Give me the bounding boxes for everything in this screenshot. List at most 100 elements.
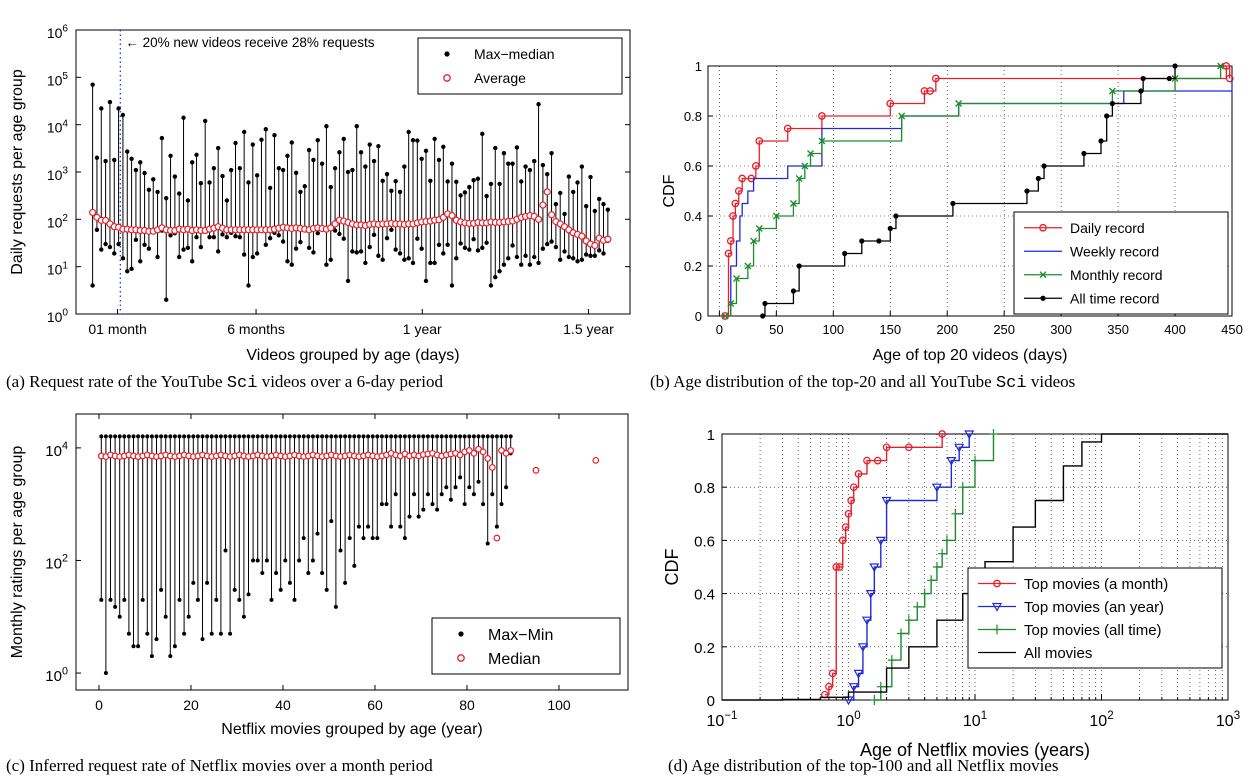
max-point-c bbox=[172, 434, 177, 439]
max-point-a bbox=[592, 208, 598, 214]
max-point-a bbox=[211, 166, 217, 171]
min-point-a bbox=[142, 242, 147, 247]
y-tick-label-b: 0.4 bbox=[684, 209, 702, 224]
max-point-a bbox=[263, 127, 269, 132]
max-point-a bbox=[129, 156, 134, 162]
min-point-a bbox=[471, 237, 476, 242]
max-point-c bbox=[499, 434, 504, 439]
max-point-a bbox=[125, 149, 130, 154]
legend-b-swatch-marker bbox=[1040, 295, 1046, 301]
max-point-a bbox=[454, 179, 459, 185]
min-point-c bbox=[136, 644, 141, 649]
chart-c: 0 20 40 60 80 100 100 102 104 Netflix movies grou… bbox=[9, 413, 629, 738]
min-point-c bbox=[453, 485, 458, 490]
min-point-a bbox=[402, 257, 407, 262]
min-point-c bbox=[421, 507, 426, 512]
min-point-a bbox=[384, 235, 390, 241]
legend-d-swatch-marker bbox=[991, 602, 1003, 612]
max-point-c bbox=[453, 434, 458, 439]
min-point-c bbox=[177, 597, 182, 602]
max-point-a bbox=[220, 173, 225, 179]
min-point-a bbox=[324, 262, 329, 267]
min-point-a bbox=[441, 251, 446, 256]
min-point-a bbox=[298, 239, 303, 245]
plot-area-d bbox=[721, 433, 1229, 701]
y-tick-label-a: 101 bbox=[47, 260, 69, 277]
x-tick-label-b: 450 bbox=[1221, 322, 1243, 337]
max-point-a bbox=[519, 179, 524, 184]
min-point-a bbox=[397, 251, 403, 256]
series-marker-d bbox=[875, 536, 886, 546]
x-tick-label-c: 100 bbox=[547, 697, 571, 713]
min-point-a bbox=[583, 252, 589, 257]
max-point-a bbox=[497, 181, 502, 187]
max-point-c bbox=[205, 434, 210, 439]
y-tick-label-d: 0 bbox=[707, 693, 715, 710]
min-point-a bbox=[293, 246, 299, 251]
max-point-a bbox=[376, 144, 381, 149]
max-point-a bbox=[155, 189, 160, 195]
min-point-a bbox=[120, 256, 126, 261]
min-point-a bbox=[280, 239, 286, 244]
average-point-a bbox=[604, 235, 612, 243]
max-point-a bbox=[94, 155, 100, 160]
max-point-a bbox=[445, 179, 450, 184]
min-point-a bbox=[596, 248, 602, 253]
min-point-c bbox=[467, 485, 472, 490]
max-point-a bbox=[289, 140, 294, 145]
max-point-a bbox=[159, 135, 165, 141]
series-marker-b bbox=[727, 300, 735, 307]
min-point-a bbox=[116, 241, 121, 247]
max-point-a bbox=[458, 193, 463, 198]
series-marker-b bbox=[1104, 113, 1110, 119]
series-marker-b bbox=[1035, 175, 1041, 182]
median-point-c bbox=[507, 447, 515, 454]
max-point-c bbox=[439, 434, 444, 439]
max-point-a bbox=[133, 167, 139, 173]
legend-c-label: Max−Min bbox=[488, 627, 553, 644]
series-marker-d bbox=[905, 443, 913, 452]
min-point-a bbox=[138, 259, 143, 264]
median-point-c bbox=[493, 534, 501, 542]
min-point-a bbox=[419, 246, 424, 251]
max-point-a bbox=[367, 142, 372, 147]
max-point-a bbox=[436, 157, 442, 163]
min-point-a bbox=[125, 269, 130, 274]
series-marker-d bbox=[904, 615, 913, 626]
max-point-c bbox=[103, 434, 108, 439]
min-point-c bbox=[237, 597, 242, 602]
max-point-c bbox=[333, 434, 338, 439]
max-point-a bbox=[402, 164, 407, 169]
min-point-a bbox=[480, 245, 485, 251]
min-point-a bbox=[181, 247, 186, 252]
x-tick-label-b: 50 bbox=[769, 322, 783, 337]
max-point-c bbox=[278, 434, 283, 439]
max-point-c bbox=[223, 434, 228, 439]
max-point-a bbox=[467, 184, 472, 190]
series-marker-b bbox=[796, 263, 802, 269]
max-point-c bbox=[136, 434, 141, 439]
max-point-a bbox=[293, 170, 299, 176]
legend-a-box bbox=[417, 37, 623, 95]
min-point-a bbox=[211, 234, 217, 240]
min-point-c bbox=[283, 558, 288, 563]
min-point-c bbox=[402, 536, 407, 541]
max-point-a bbox=[319, 161, 325, 166]
min-point-c bbox=[315, 531, 320, 536]
min-point-a bbox=[410, 260, 416, 266]
min-point-c bbox=[246, 592, 251, 597]
max-point-c bbox=[255, 434, 260, 439]
max-point-a bbox=[601, 201, 606, 207]
max-point-a bbox=[358, 150, 364, 155]
max-point-c bbox=[421, 434, 426, 439]
max-point-a bbox=[138, 160, 143, 165]
min-point-a bbox=[445, 242, 450, 247]
min-point-c bbox=[113, 604, 118, 609]
min-point-a bbox=[328, 257, 333, 262]
max-point-c bbox=[122, 434, 127, 439]
series-line-d bbox=[722, 433, 1228, 701]
x-tick-label-b: 250 bbox=[993, 322, 1015, 337]
max-point-a bbox=[311, 157, 316, 163]
max-point-a bbox=[198, 180, 204, 186]
series-marker-b bbox=[1024, 188, 1030, 194]
